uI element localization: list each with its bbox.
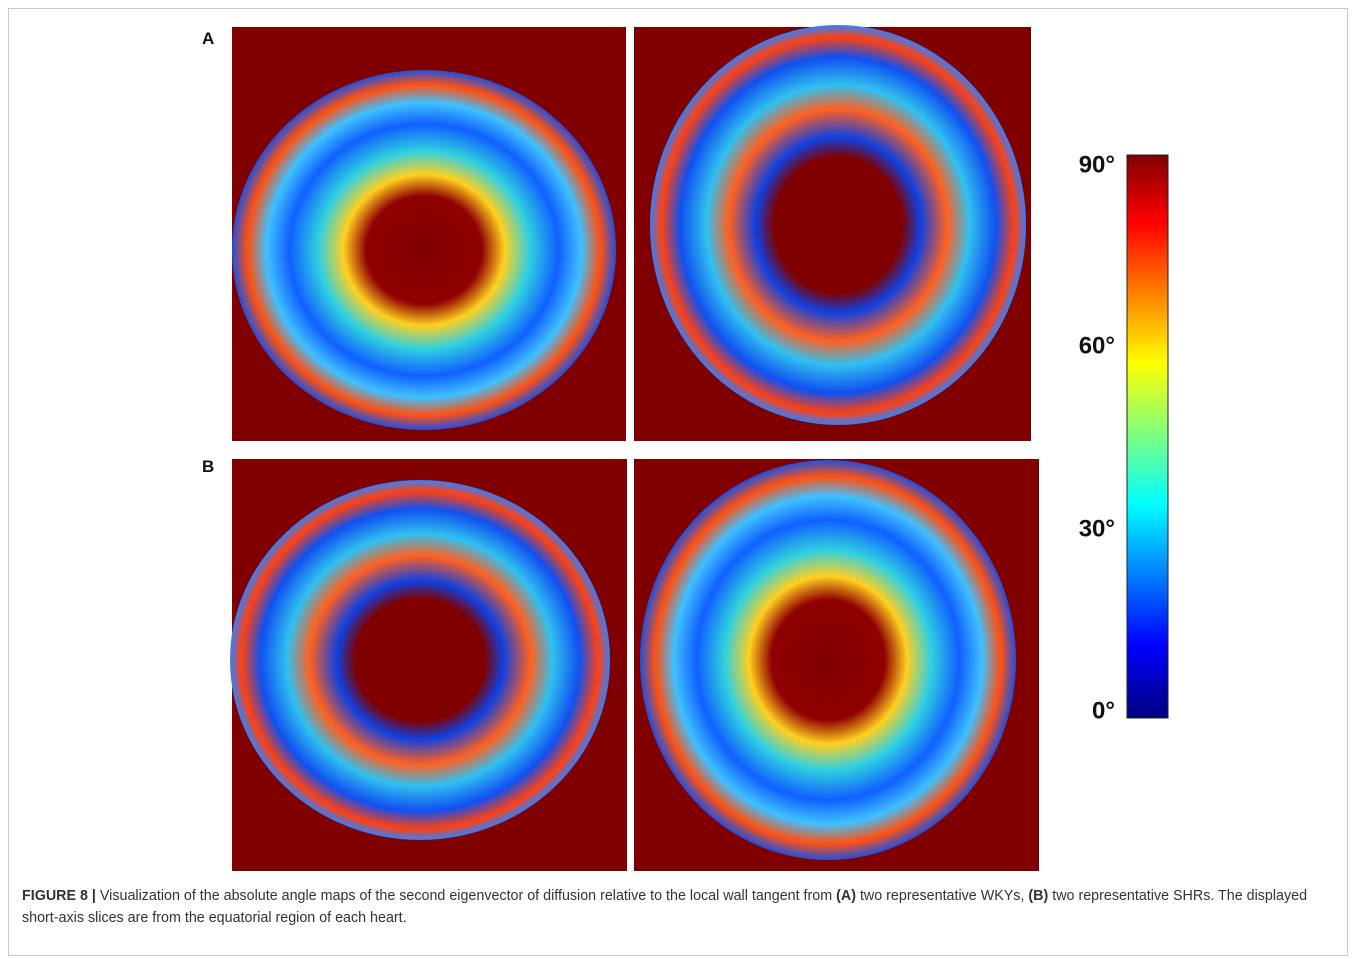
caption-text: Visualization of the absolute angle maps… bbox=[95, 888, 837, 904]
colorbar-label: 30° bbox=[1079, 515, 1115, 542]
figure-caption: FIGURE 8 | Visualization of the absolute… bbox=[22, 885, 1340, 929]
angle-map bbox=[634, 25, 1031, 441]
colorbar-label: 60° bbox=[1079, 332, 1115, 359]
colorbar-label: 90° bbox=[1079, 151, 1115, 178]
caption-text: (B) bbox=[1028, 888, 1049, 904]
figure: A B 90° 60° 30° 0° bbox=[202, 25, 1169, 871]
caption-text: (A) bbox=[836, 888, 856, 904]
figure-frame bbox=[8, 8, 1348, 956]
panel-label: A bbox=[202, 29, 214, 48]
caption-text: two representative SHRs. The displayed s… bbox=[22, 888, 1308, 926]
angle-map bbox=[230, 459, 627, 871]
colorbar bbox=[1126, 154, 1169, 719]
angle-map bbox=[232, 27, 626, 441]
caption-text: two representative WKYs, bbox=[855, 888, 1029, 904]
colorbar-label: 0° bbox=[1092, 697, 1115, 724]
panel-label: B bbox=[202, 457, 214, 476]
caption-text: FIGURE 8 | bbox=[22, 888, 96, 904]
angle-map bbox=[634, 459, 1039, 871]
